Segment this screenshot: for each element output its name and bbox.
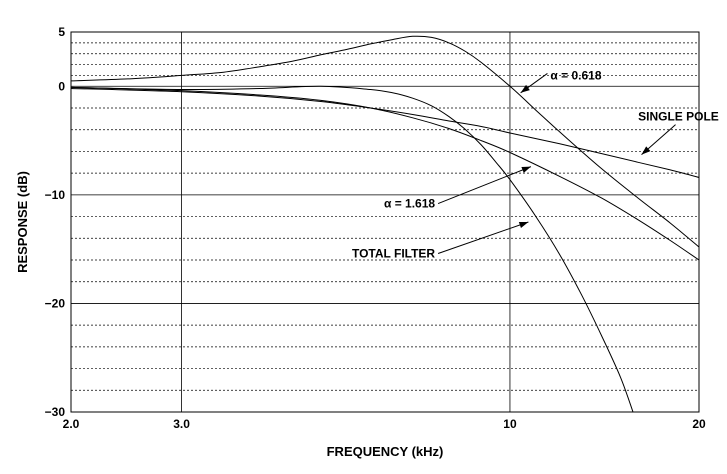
series-curves: [70, 35, 700, 413]
annotation-0-618: α = 0.618: [550, 68, 601, 82]
arrowhead: [521, 166, 531, 173]
y-tick-label: 0: [58, 79, 65, 93]
series-line-total-filter: [70, 85, 634, 413]
y-tick-label: −30: [45, 405, 66, 419]
annotations: α = 0.618 SINGLE POLE α = 1.618 TOTAL FILTE…: [352, 68, 719, 260]
y-tick-labels: 5 0 −10 −20 −30: [45, 25, 66, 419]
series-line-single-pole: [70, 88, 700, 178]
x-tick-label: 10: [503, 417, 517, 431]
series-line-0-618: [70, 35, 700, 248]
annotation-total-filter: TOTAL FILTER: [352, 246, 435, 260]
arrowhead: [518, 221, 529, 228]
annotation-single-pole: SINGLE POLE: [638, 110, 719, 124]
plot-frame: [70, 31, 700, 413]
annotation-1-618: α = 1.618: [384, 197, 435, 211]
y-tick-label: −10: [45, 188, 66, 202]
y-tick-label: 5: [58, 25, 65, 39]
x-axis-title: FREQUENCY (kHz): [327, 444, 444, 459]
x-tick-label: 2.0: [63, 417, 80, 431]
y-axis-title: RESPONSE (dB): [15, 171, 30, 273]
series-line-1-618: [70, 86, 700, 261]
annotation-arrow: [437, 166, 532, 205]
x-tick-label: 20: [692, 417, 706, 431]
arrowhead: [641, 146, 651, 155]
x-tick-labels: 2.0 3.0 10 20: [63, 417, 706, 431]
annotation-arrow: [437, 221, 529, 254]
x-tick-label: 3.0: [173, 417, 190, 431]
y-tick-label: −20: [45, 296, 66, 310]
arrowhead: [520, 84, 530, 93]
